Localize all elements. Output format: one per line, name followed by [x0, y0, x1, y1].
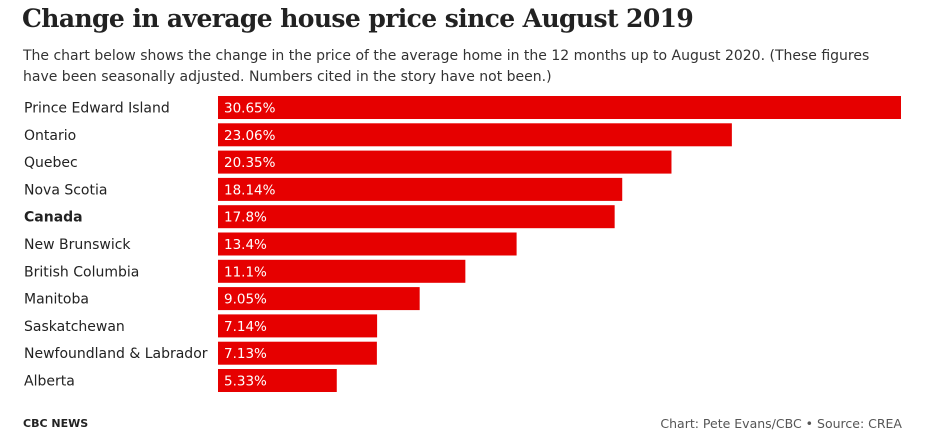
category-label-manitoba: Manitoba: [24, 292, 89, 308]
bar-prince-edward-island: [218, 96, 901, 119]
category-label-saskatchewan: Saskatchewan: [24, 319, 125, 335]
category-label-british-columbia: British Columbia: [24, 264, 139, 280]
bar-quebec: [218, 150, 672, 174]
value-label-quebec: 20.35%: [224, 155, 276, 171]
category-label-prince-edward-island: Prince Edward Island: [24, 101, 170, 117]
bar-alberta: [218, 369, 337, 392]
value-label-newfoundland-labrador: 7.13%: [224, 346, 267, 362]
bar-saskatchewan: [218, 314, 378, 338]
chart-title: Change in average house price since Augu…: [22, 4, 694, 33]
value-label-manitoba: 9.05%: [224, 292, 267, 308]
bar-british-columbia: [218, 259, 466, 283]
bar-chart: Prince Edward Island 30.65% Ontario 23.06% Q…: [24, 96, 901, 392]
bar-ontario: [218, 123, 732, 147]
value-label-saskatchewan: 7.14%: [224, 319, 267, 335]
value-label-canada: 17.8%: [224, 210, 267, 226]
category-label-newfoundland-labrador: Newfoundland & Labrador: [24, 346, 208, 362]
category-label-alberta: Alberta: [24, 374, 75, 390]
value-label-alberta: 5.33%: [224, 374, 267, 390]
category-label-canada: Canada: [24, 210, 83, 226]
bar-new-brunswick: [218, 232, 517, 256]
category-label-ontario: Ontario: [24, 128, 76, 144]
category-label-nova-scotia: Nova Scotia: [24, 182, 107, 198]
chart-credit: Chart: Pete Evans/CBC • Source: CREA: [660, 416, 902, 431]
category-label-new-brunswick: New Brunswick: [24, 237, 131, 253]
bar-newfoundland-labrador: [218, 341, 377, 365]
bar-manitoba: [218, 287, 420, 311]
chart-subtitle: The chart below shows the change in the …: [23, 48, 870, 85]
value-label-new-brunswick: 13.4%: [224, 237, 267, 253]
value-label-nova-scotia: 18.14%: [224, 182, 276, 198]
brand-logo-text: CBC NEWS: [23, 417, 89, 430]
category-label-quebec: Quebec: [24, 155, 78, 171]
bar-canada: [218, 205, 615, 229]
value-label-prince-edward-island: 30.65%: [224, 101, 276, 117]
value-label-british-columbia: 11.1%: [224, 264, 267, 280]
value-label-ontario: 23.06%: [224, 128, 276, 144]
bar-nova-scotia: [218, 177, 623, 201]
